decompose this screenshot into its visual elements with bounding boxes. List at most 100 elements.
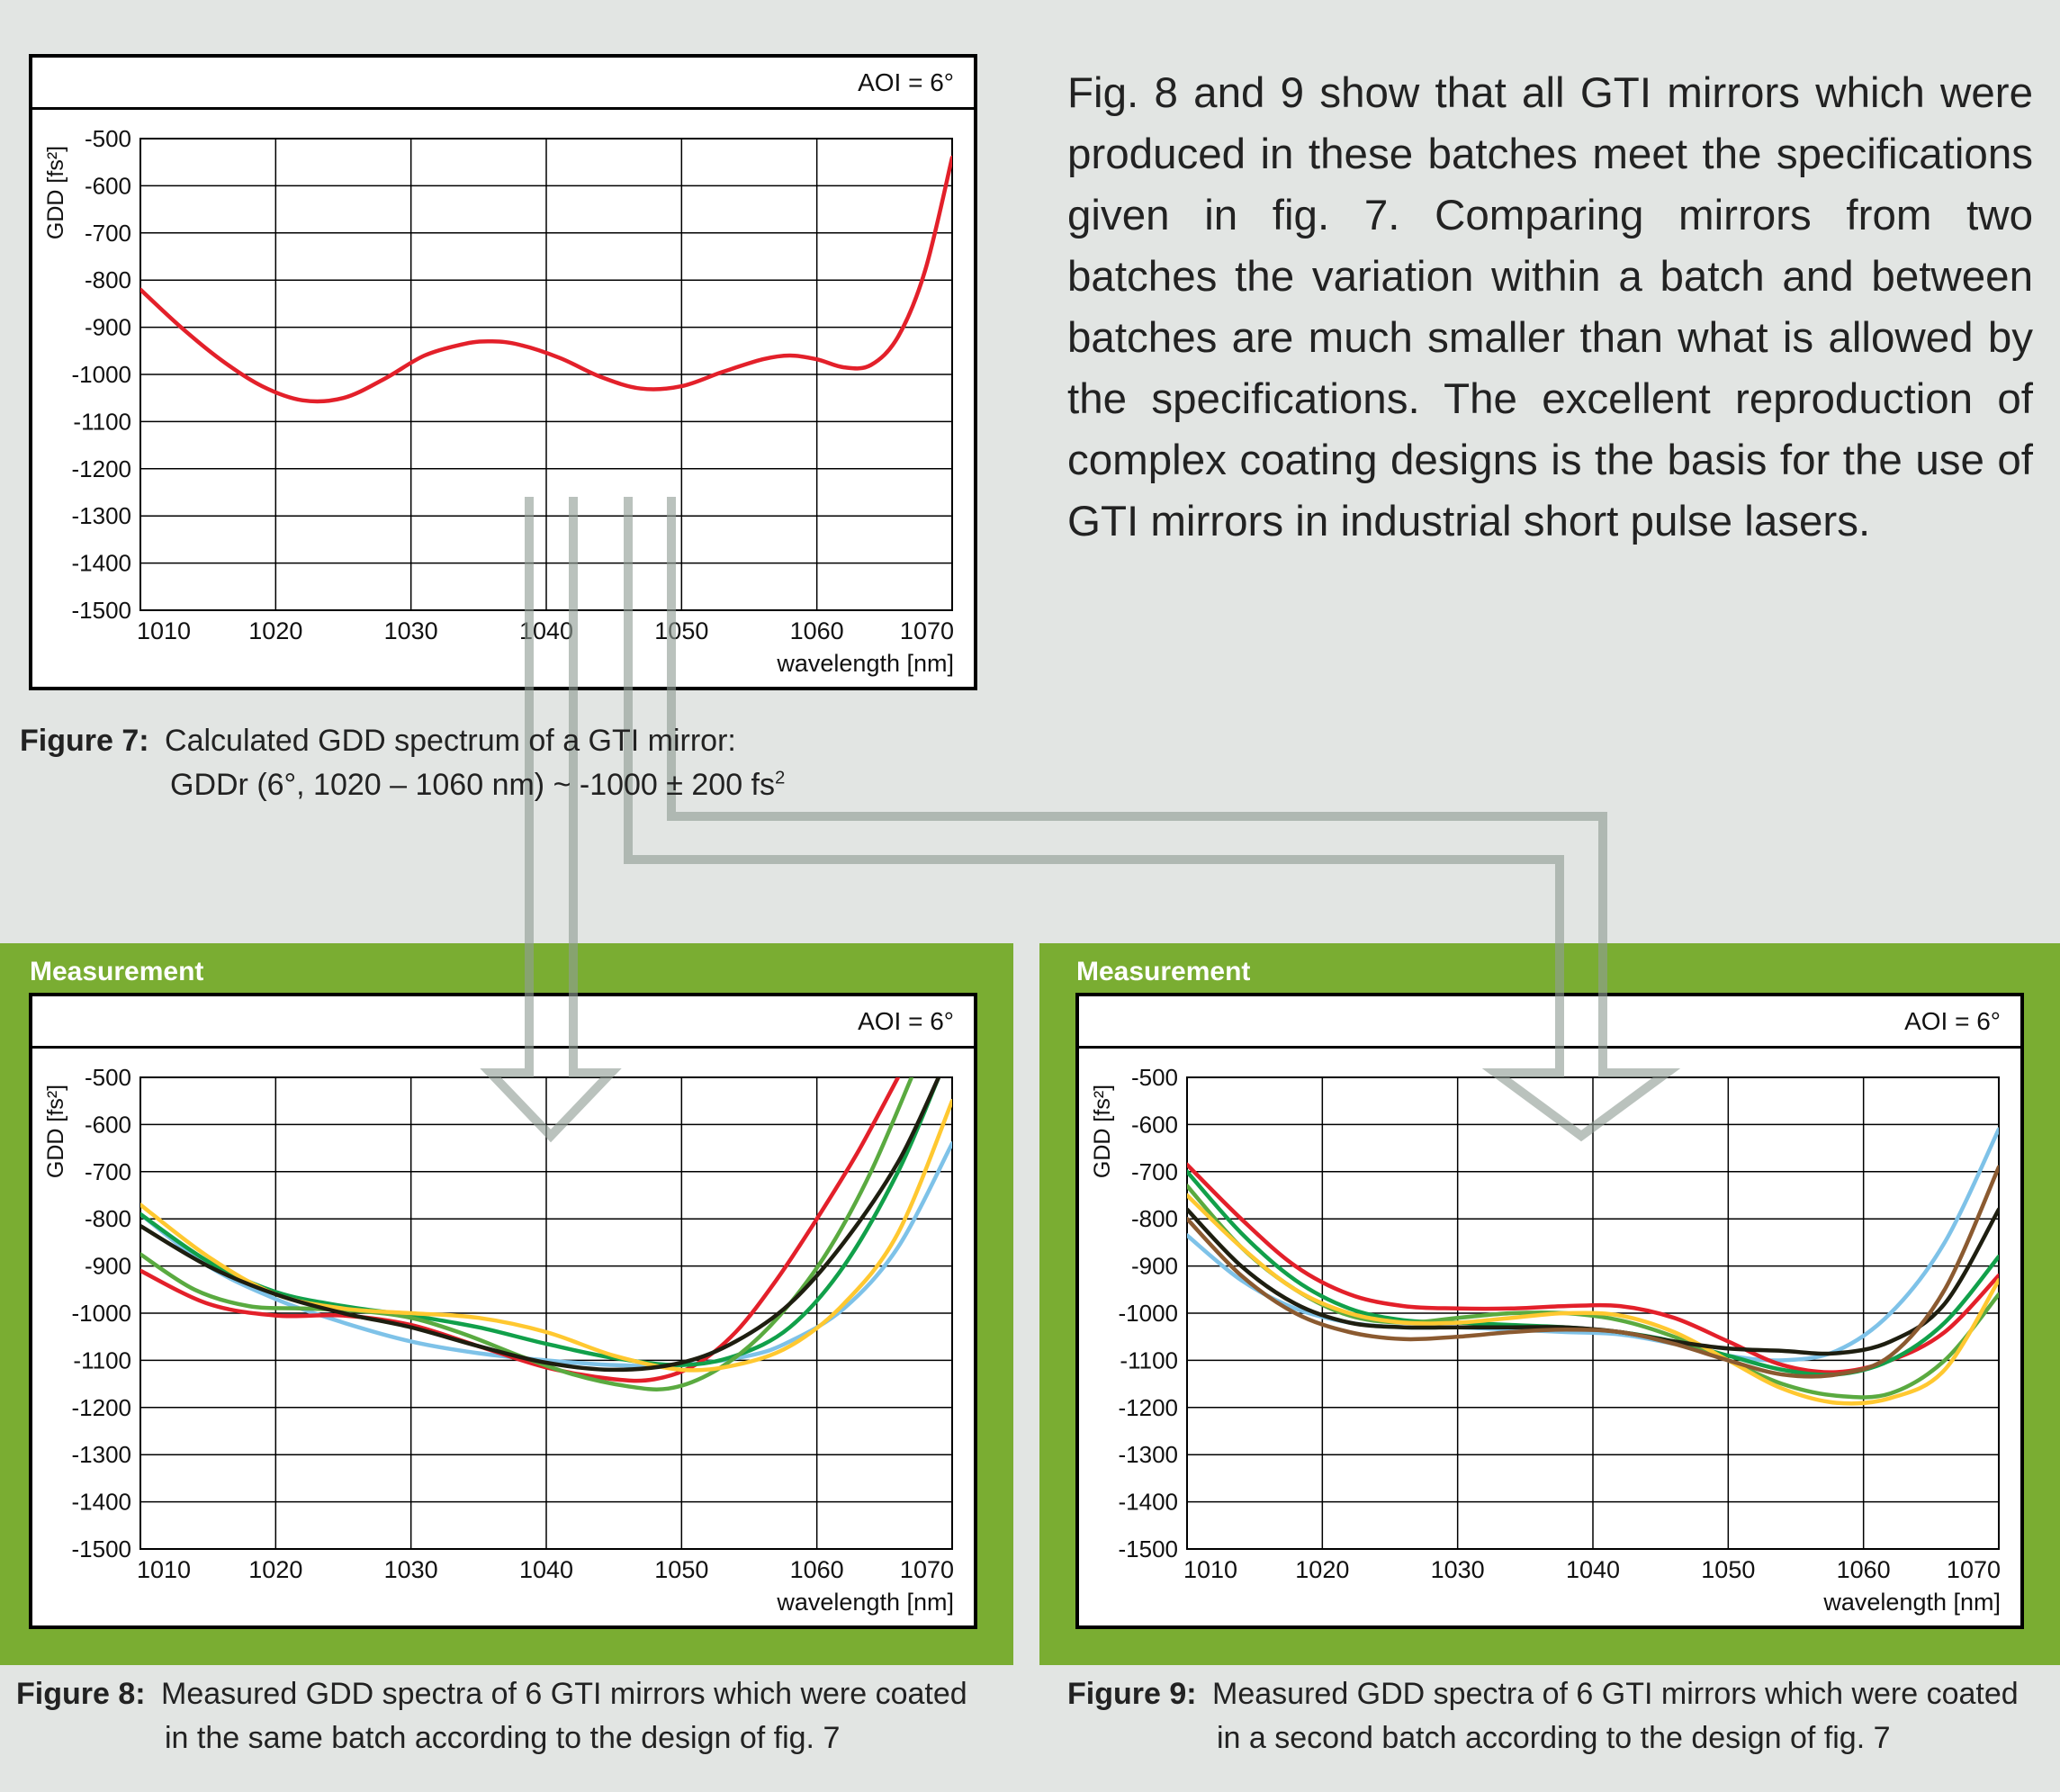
fig9-ytick-label: -500 xyxy=(1131,1064,1178,1091)
fig8-series-lightgreen-line xyxy=(140,1077,914,1391)
fig7-plot: -500 -600 -700 -800 -900 -1000 -1100 -1200 -1300… xyxy=(43,125,954,677)
fig7-ytick-label: -1000 xyxy=(72,361,132,388)
body-text: Fig. 8 and 9 show that all GTI mirrors w… xyxy=(1067,69,2033,545)
fig8-caption-line1: Measured GDD spectra of 6 GTI mirrors wh… xyxy=(161,1677,967,1711)
fig9-ytick-label: -1100 xyxy=(1120,1346,1178,1373)
fig8-ytick-label: -1100 xyxy=(73,1346,131,1373)
fig7-series-group xyxy=(140,155,952,404)
fig8-ytick-label: -1200 xyxy=(72,1394,132,1421)
fig8-ytick-label: -1300 xyxy=(72,1441,132,1468)
fig7-plot-frame xyxy=(139,138,953,611)
fig8-xtick-label: 1030 xyxy=(384,1556,438,1583)
fig8-chart-header: AOI = 6° xyxy=(32,996,974,1049)
fig9-xtick-label: 1050 xyxy=(1701,1556,1755,1583)
fig8-ytick-label: -900 xyxy=(85,1253,131,1280)
fig8-aoi-label: AOI = 6° xyxy=(858,1007,954,1035)
fig9-xtick-label: 1030 xyxy=(1431,1556,1485,1583)
fig7-caption-sup: 2 xyxy=(775,768,786,788)
fig8-ytick-label: -1400 xyxy=(72,1489,132,1516)
fig7-ytick-label: -1400 xyxy=(72,550,132,577)
fig7-xtick-label: 1010 xyxy=(137,617,191,644)
fig9-panel-label: Measurement xyxy=(1076,957,1251,986)
arrow-to-fig8 xyxy=(480,497,622,1143)
fig8-xtick-label: 1020 xyxy=(248,1556,302,1583)
fig7-caption-line1: Calculated GDD spectrum of a GTI mirror: xyxy=(165,724,736,758)
fig7-ytick-label: -1500 xyxy=(72,597,132,624)
fig9-series-yellow-line xyxy=(1187,1193,1999,1406)
fig9-ytick-label: -600 xyxy=(1131,1111,1178,1138)
fig8-series-group xyxy=(140,1077,952,1391)
fig7-chart: AOI = 6° -500 -600 -700 -800 -900 -1000 -1100-… xyxy=(29,54,977,690)
fig7-ytick-label: -500 xyxy=(85,125,131,152)
fig9-xtick-label: 1020 xyxy=(1295,1556,1349,1583)
fig8-ytick-label: -1000 xyxy=(72,1300,132,1327)
fig8-ytick-label: -1500 xyxy=(72,1535,132,1562)
fig9-plot: -500 -600 -700 -800 -900 -1000 -1100 -1200 -1300… xyxy=(1090,1064,2001,1616)
fig7-caption: Figure 7: Calculated GDD spectrum of a G… xyxy=(20,719,785,807)
fig8-xtick-label: 1060 xyxy=(790,1556,844,1583)
fig9-plot-frame xyxy=(1186,1076,2000,1550)
fig8-xtick-label: 1050 xyxy=(654,1556,708,1583)
fig9-chart-header: AOI = 6° xyxy=(1079,996,2020,1049)
fig9-ytick-label: -800 xyxy=(1131,1205,1178,1232)
fig8-ylabel: GDD [fs²] xyxy=(43,1085,68,1178)
fig9-caption-line2: in a second batch according to the desig… xyxy=(1217,1721,1891,1755)
fig9-caption: Figure 9: Measured GDD spectra of 6 GTI … xyxy=(1067,1672,2019,1760)
fig8-ytick-label: -600 xyxy=(85,1111,131,1138)
fig8-caption: Figure 8: Measured GDD spectra of 6 GTI … xyxy=(16,1672,967,1760)
fig9-caption-label: Figure 9: xyxy=(1067,1677,1197,1711)
fig7-chart-header: AOI = 6° xyxy=(32,58,974,110)
fig9-ytick-label: -900 xyxy=(1131,1253,1178,1280)
arrow-to-fig9 xyxy=(624,497,1681,1142)
fig9-ytick-label: -700 xyxy=(1131,1158,1178,1185)
fig8-plot-frame xyxy=(139,1076,953,1550)
fig8-caption-label: Figure 8: xyxy=(16,1677,146,1711)
fig7-caption-line2: GDDr (6°, 1020 – 1060 nm) ~ -1000 ± 200 … xyxy=(170,768,775,802)
fig8-series-red-line xyxy=(140,1077,901,1383)
fig8-xlabel: wavelength [nm] xyxy=(776,1589,954,1616)
fig7-aoi-label: AOI = 6° xyxy=(858,68,954,96)
fig7-ytick-label: -1300 xyxy=(72,502,132,529)
fig9-series-brown-line xyxy=(1187,1165,1999,1379)
fig7-xtick-label: 1030 xyxy=(384,617,438,644)
fig9-ylabel: GDD [fs²] xyxy=(1090,1085,1115,1178)
fig9-xlabel: wavelength [nm] xyxy=(1822,1589,2001,1616)
fig9-xtick-label: 1060 xyxy=(1837,1556,1891,1583)
fig9-ytick-label: -1400 xyxy=(1119,1489,1179,1516)
fig9-caption-line1: Measured GDD spectra of 6 GTI mirrors wh… xyxy=(1212,1677,2019,1711)
fig9-series-group xyxy=(1187,1127,1999,1406)
fig8-series-green-line xyxy=(140,1077,941,1367)
fig7-xtick-label: 1070 xyxy=(900,617,954,644)
fig7-ytick-label: -600 xyxy=(85,172,131,199)
fig7-caption-line2-wrap: GDDr (6°, 1020 – 1060 nm) ~ -1000 ± 200 … xyxy=(20,763,785,807)
fig7-series-red-line xyxy=(140,155,952,404)
fig9-xtick-label: 1010 xyxy=(1183,1556,1237,1583)
fig9-ytick-label: -1300 xyxy=(1119,1441,1179,1468)
fig8-ytick-label: -500 xyxy=(85,1064,131,1091)
fig7-ylabel: GDD [fs²] xyxy=(43,146,68,239)
fig9-ytick-label: -1200 xyxy=(1119,1394,1179,1421)
fig8-xtick-label: 1070 xyxy=(900,1556,954,1583)
fig8-chart: AOI = 6° -500 -600 -700 -800 -900 -1000 -1100 -… xyxy=(29,993,977,1629)
fig7-xtick-label: 1050 xyxy=(654,617,708,644)
fig9-xtick-label: 1070 xyxy=(1947,1556,2001,1583)
fig7-ytick-label: -1200 xyxy=(72,455,132,482)
fig7-xlabel: wavelength [nm] xyxy=(776,650,954,677)
fig7-ytick-label: -800 xyxy=(85,266,131,293)
fig7-xtick-label: 1060 xyxy=(790,617,844,644)
fig7-caption-label: Figure 7: xyxy=(20,724,149,758)
fig7-ytick-label: -700 xyxy=(85,220,131,247)
fig8-series-black-line xyxy=(140,1077,941,1373)
fig8-series-lightblue-line xyxy=(140,1141,952,1368)
fig8-caption-line2: in the same batch according to the desig… xyxy=(165,1721,841,1755)
fig9-ytick-label: -1500 xyxy=(1119,1535,1179,1562)
fig9-aoi-label: AOI = 6° xyxy=(1904,1007,2001,1035)
fig8-ytick-label: -700 xyxy=(85,1158,131,1185)
fig7-ytick-label: -1100 xyxy=(73,408,131,435)
fig9-ytick-label: -1000 xyxy=(1119,1300,1179,1327)
fig8-ytick-label: -800 xyxy=(85,1205,131,1232)
fig9-chart: AOI = 6° -500 -600 -700 -800 -900 -1000 -1100-… xyxy=(1075,993,2024,1629)
fig8-xtick-label: 1010 xyxy=(137,1556,191,1583)
fig9-xtick-label: 1040 xyxy=(1566,1556,1620,1583)
